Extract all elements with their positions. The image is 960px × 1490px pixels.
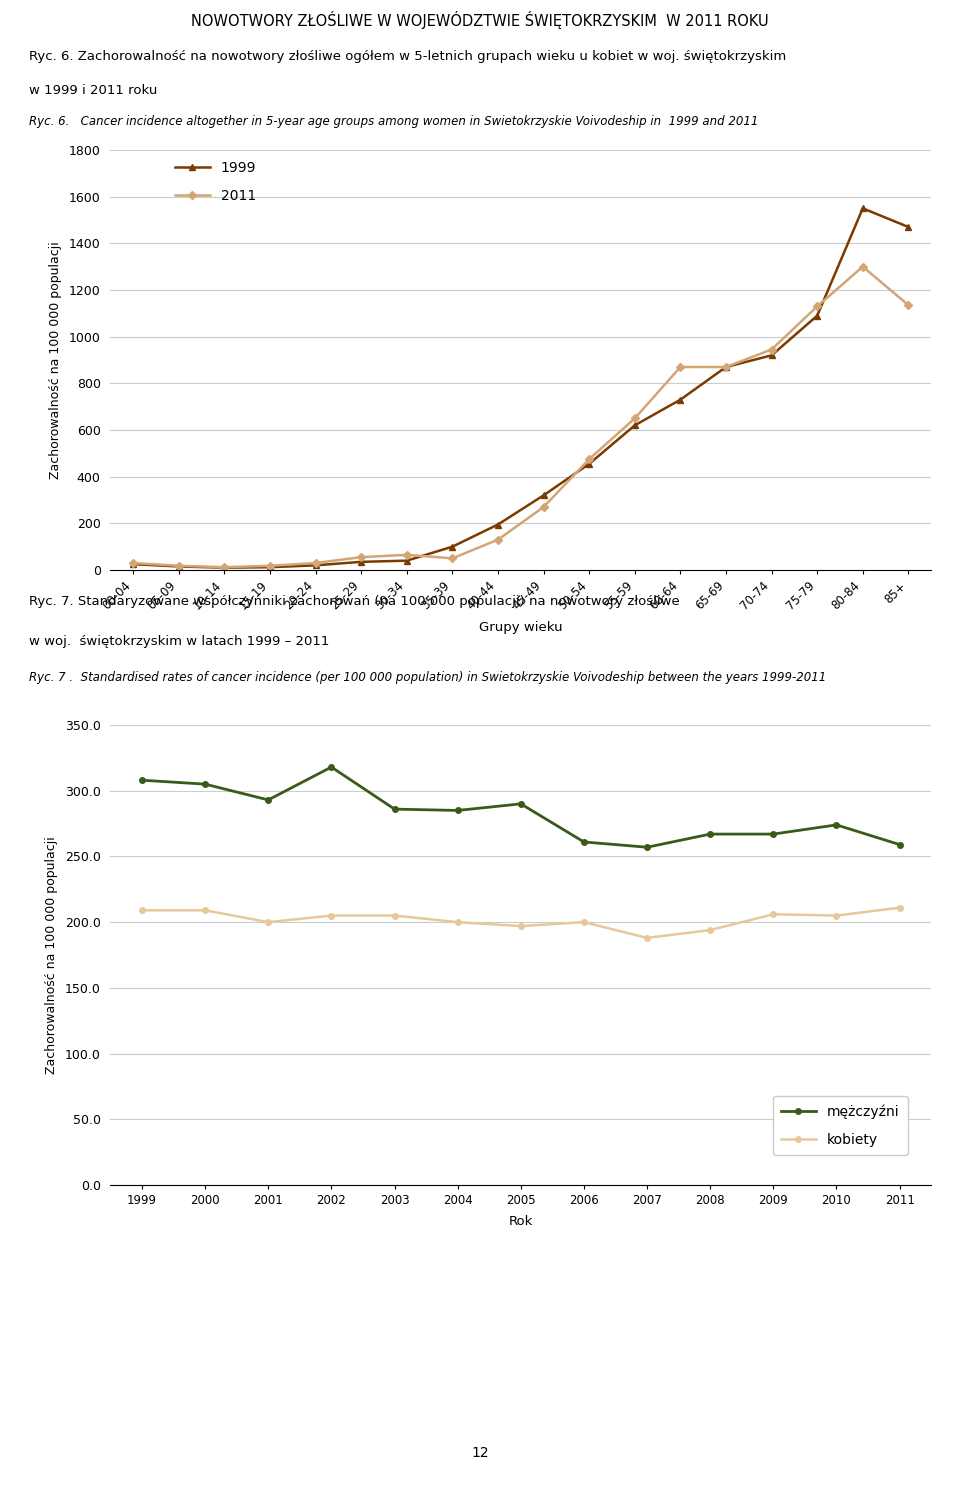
2011 xyxy=(720,358,732,375)
mężczyźni xyxy=(641,839,653,857)
Line: 2011: 2011 xyxy=(131,264,911,571)
1999 xyxy=(720,358,732,375)
1999 xyxy=(492,516,504,533)
1999 xyxy=(902,218,914,235)
1999 xyxy=(538,486,549,504)
1999 xyxy=(584,454,595,472)
2011 xyxy=(264,557,276,575)
X-axis label: Grupy wieku: Grupy wieku xyxy=(479,621,563,633)
mężczyźni xyxy=(452,802,464,820)
2011 xyxy=(538,498,549,516)
mężczyźni xyxy=(830,817,842,834)
2011 xyxy=(446,550,458,568)
Legend: mężczyźni, kobiety: mężczyźni, kobiety xyxy=(773,1097,908,1155)
Y-axis label: Zachorowalność na 100 000 populacji: Zachorowalność na 100 000 populacji xyxy=(45,836,58,1074)
Text: NOWOTWORY ZŁOŚLIWE W WOJEWÓDZTWIE ŚWIĘTOKRZYSKIM  W 2011 ROKU: NOWOTWORY ZŁOŚLIWE W WOJEWÓDZTWIE ŚWIĘTO… xyxy=(191,10,769,28)
kobiety xyxy=(830,906,842,924)
2011 xyxy=(310,554,322,572)
Line: 1999: 1999 xyxy=(130,204,912,571)
Y-axis label: Zachorowalność na 100 000 populacji: Zachorowalność na 100 000 populacji xyxy=(49,241,61,478)
kobiety xyxy=(200,901,211,919)
Line: mężczyźni: mężczyźni xyxy=(139,764,902,849)
2011 xyxy=(584,450,595,468)
2011 xyxy=(902,297,914,314)
1999 xyxy=(355,553,367,571)
mężczyźni xyxy=(516,796,527,814)
mężczyźni xyxy=(200,775,211,793)
1999 xyxy=(766,346,778,364)
2011 xyxy=(173,557,184,575)
1999 xyxy=(173,557,184,575)
mężczyźni xyxy=(325,758,337,776)
kobiety xyxy=(452,913,464,931)
1999 xyxy=(219,559,230,577)
1999 xyxy=(629,416,640,434)
X-axis label: Rok: Rok xyxy=(509,1216,533,1228)
kobiety xyxy=(389,906,400,924)
mężczyźni xyxy=(894,836,905,854)
mężczyźni xyxy=(389,800,400,818)
Text: w 1999 i 2011 roku: w 1999 i 2011 roku xyxy=(29,85,157,97)
2011 xyxy=(629,410,640,428)
1999 xyxy=(128,556,139,574)
mężczyźni xyxy=(262,791,274,809)
Text: 12: 12 xyxy=(471,1445,489,1460)
1999 xyxy=(811,307,823,325)
2011 xyxy=(492,530,504,548)
2011 xyxy=(857,258,869,276)
2011 xyxy=(401,545,413,563)
kobiety xyxy=(641,928,653,946)
Text: Ryc. 7. Standaryzowane współczynniki zachorowań (na 100 000 populacji) na nowotw: Ryc. 7. Standaryzowane współczynniki zac… xyxy=(29,595,680,608)
Text: w woj.  świętokrzyskim w latach 1999 – 2011: w woj. świętokrzyskim w latach 1999 – 20… xyxy=(29,635,329,648)
2011 xyxy=(675,358,686,375)
1999 xyxy=(264,559,276,577)
mężczyźni xyxy=(705,825,716,843)
2011 xyxy=(811,298,823,316)
2011 xyxy=(219,559,230,577)
kobiety xyxy=(705,921,716,939)
mężczyźni xyxy=(578,833,589,851)
kobiety xyxy=(136,901,148,919)
kobiety xyxy=(325,906,337,924)
2011 xyxy=(355,548,367,566)
mężczyźni xyxy=(136,772,148,790)
kobiety xyxy=(516,918,527,936)
1999 xyxy=(310,556,322,574)
mężczyźni xyxy=(768,825,780,843)
kobiety xyxy=(894,898,905,916)
1999 xyxy=(446,538,458,556)
1999 xyxy=(857,200,869,218)
kobiety xyxy=(768,906,780,924)
Text: Ryc. 7 .  Standardised rates of cancer incidence (per 100 000 population) in Swi: Ryc. 7 . Standardised rates of cancer in… xyxy=(29,670,826,684)
Line: kobiety: kobiety xyxy=(139,904,902,940)
1999 xyxy=(401,551,413,569)
Legend: 1999, 2011: 1999, 2011 xyxy=(175,161,256,203)
1999 xyxy=(675,390,686,408)
Text: Ryc. 6. Zachorowalność na nowotwory złośliwe ogółem w 5-letnich grupach wieku u : Ryc. 6. Zachorowalność na nowotwory złoś… xyxy=(29,51,786,63)
kobiety xyxy=(262,913,274,931)
Text: Ryc. 6.   Cancer incidence altogether in 5-year age groups among women in Swieto: Ryc. 6. Cancer incidence altogether in 5… xyxy=(29,115,758,128)
2011 xyxy=(766,341,778,359)
kobiety xyxy=(578,913,589,931)
2011 xyxy=(128,554,139,572)
